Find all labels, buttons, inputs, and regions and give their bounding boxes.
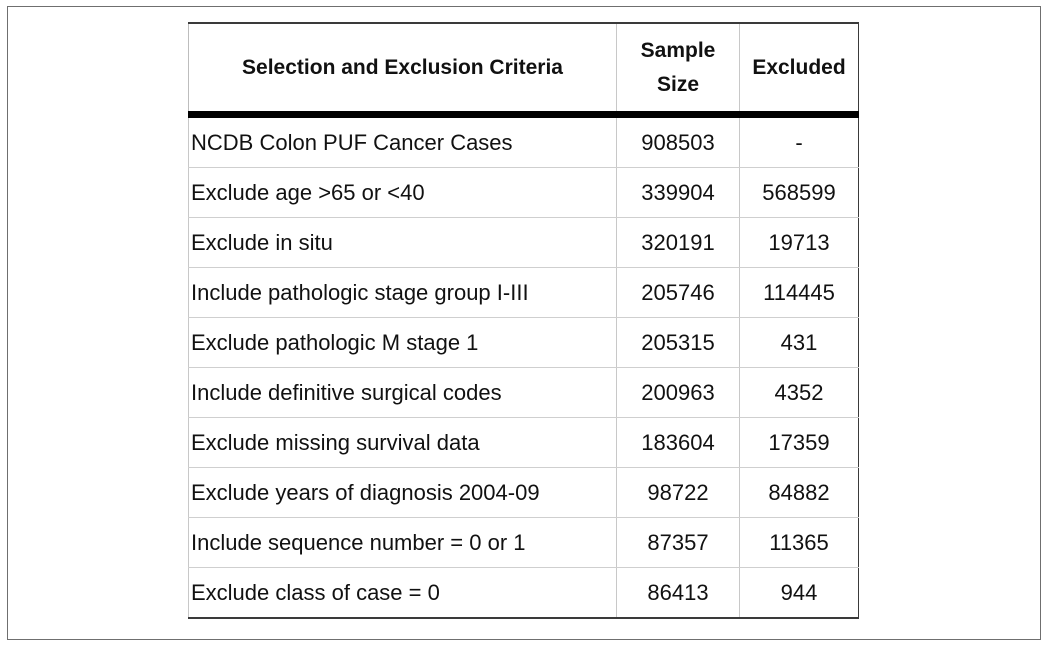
criteria-cell: Exclude age >65 or <40 (188, 167, 617, 218)
excluded-cell: 431 (739, 317, 859, 368)
sample-size-cell: 908503 (616, 114, 740, 168)
excluded-cell: 568599 (739, 167, 859, 218)
criteria-cell: Include pathologic stage group I-III (188, 267, 617, 318)
table-row: Exclude missing survival data 183604 173… (188, 417, 859, 468)
sample-size-cell: 98722 (616, 467, 740, 518)
header-sample-size-line1: Sample (640, 38, 716, 62)
header-sample-size: Sample Size (616, 22, 740, 118)
sample-size-cell: 87357 (616, 517, 740, 568)
criteria-cell: Exclude years of diagnosis 2004-09 (188, 467, 617, 518)
excluded-cell: 944 (739, 567, 859, 619)
sample-size-cell: 320191 (616, 217, 740, 268)
criteria-cell: Include sequence number = 0 or 1 (188, 517, 617, 568)
excluded-cell: 84882 (739, 467, 859, 518)
criteria-cell: NCDB Colon PUF Cancer Cases (188, 114, 617, 168)
header-sample-size-line2: Size (656, 72, 700, 96)
table-body: NCDB Colon PUF Cancer Cases 908503 - Exc… (188, 114, 859, 619)
excluded-cell: 19713 (739, 217, 859, 268)
sample-size-cell: 200963 (616, 367, 740, 418)
criteria-cell: Exclude pathologic M stage 1 (188, 317, 617, 368)
sample-size-cell: 205746 (616, 267, 740, 318)
table-row: Include pathologic stage group I-III 205… (188, 267, 859, 318)
table-row: NCDB Colon PUF Cancer Cases 908503 - (188, 114, 859, 168)
sample-size-cell: 339904 (616, 167, 740, 218)
figure-frame (7, 6, 1041, 640)
excluded-cell: 114445 (739, 267, 859, 318)
table-row: Exclude in situ 320191 19713 (188, 217, 859, 268)
header-excluded: Excluded (739, 22, 859, 118)
header-criteria: Selection and Exclusion Criteria (188, 22, 617, 118)
excluded-cell: - (739, 114, 859, 168)
header-row: Selection and Exclusion Criteria Sample S… (188, 22, 859, 118)
criteria-cell: Exclude missing survival data (188, 417, 617, 468)
table-row: Exclude pathologic M stage 1 205315 431 (188, 317, 859, 368)
table-row: Exclude class of case = 0 86413 944 (188, 567, 859, 619)
excluded-cell: 17359 (739, 417, 859, 468)
sample-size-cell: 205315 (616, 317, 740, 368)
table-row: Include sequence number = 0 or 1 87357 1… (188, 517, 859, 568)
excluded-cell: 4352 (739, 367, 859, 418)
sample-size-cell: 86413 (616, 567, 740, 619)
criteria-cell: Include definitive surgical codes (188, 367, 617, 418)
excluded-cell: 11365 (739, 517, 859, 568)
selection-criteria-table: Selection and Exclusion Criteria Sample S… (188, 22, 859, 619)
table-row: Exclude age >65 or <40 339904 568599 (188, 167, 859, 218)
criteria-cell: Exclude in situ (188, 217, 617, 268)
sample-size-cell: 183604 (616, 417, 740, 468)
criteria-cell: Exclude class of case = 0 (188, 567, 617, 619)
table-header: Selection and Exclusion Criteria Sample S… (188, 22, 859, 118)
table-row: Exclude years of diagnosis 2004-09 98722… (188, 467, 859, 518)
table-row: Include definitive surgical codes 200963… (188, 367, 859, 418)
